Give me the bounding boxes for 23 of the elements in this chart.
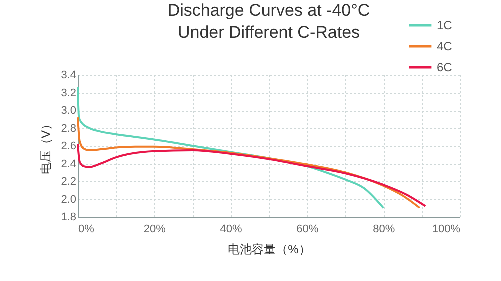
chart-title: Discharge Curves at -40°C Under Different C-Rates [168, 1, 370, 42]
y-tick-label: 3.2 [61, 87, 76, 100]
line-series [77, 143, 427, 208]
legend-label: 1C [437, 18, 453, 32]
x-tick-label: 40% [220, 224, 243, 236]
x-tick-label: 80% [373, 224, 396, 236]
x-axis-title: 电池容量（%） [228, 242, 311, 256]
y-tick-label: 2.8 [61, 122, 76, 135]
y-tick-label: 2.4 [61, 158, 76, 170]
x-tick-label: 60% [296, 224, 319, 236]
y-tick-label: 2.6 [61, 140, 76, 152]
y-tick-label: 2.2 [61, 176, 76, 188]
y-tick-label: 3.0 [61, 105, 76, 117]
y-tick-label: 2.0 [61, 194, 76, 206]
x-tick-label: 20% [144, 224, 166, 236]
legend-label: 6C [437, 60, 453, 74]
y-tick-label: 1.8 [61, 212, 76, 224]
line-series [77, 116, 421, 210]
x-tick-label: 0% [78, 224, 95, 236]
x-tick-label: 100% [432, 224, 461, 236]
y-axis-title: 电压（V） [39, 118, 54, 175]
y-tick-label: 3.4 [61, 70, 76, 82]
legend-label: 4C [437, 40, 453, 54]
